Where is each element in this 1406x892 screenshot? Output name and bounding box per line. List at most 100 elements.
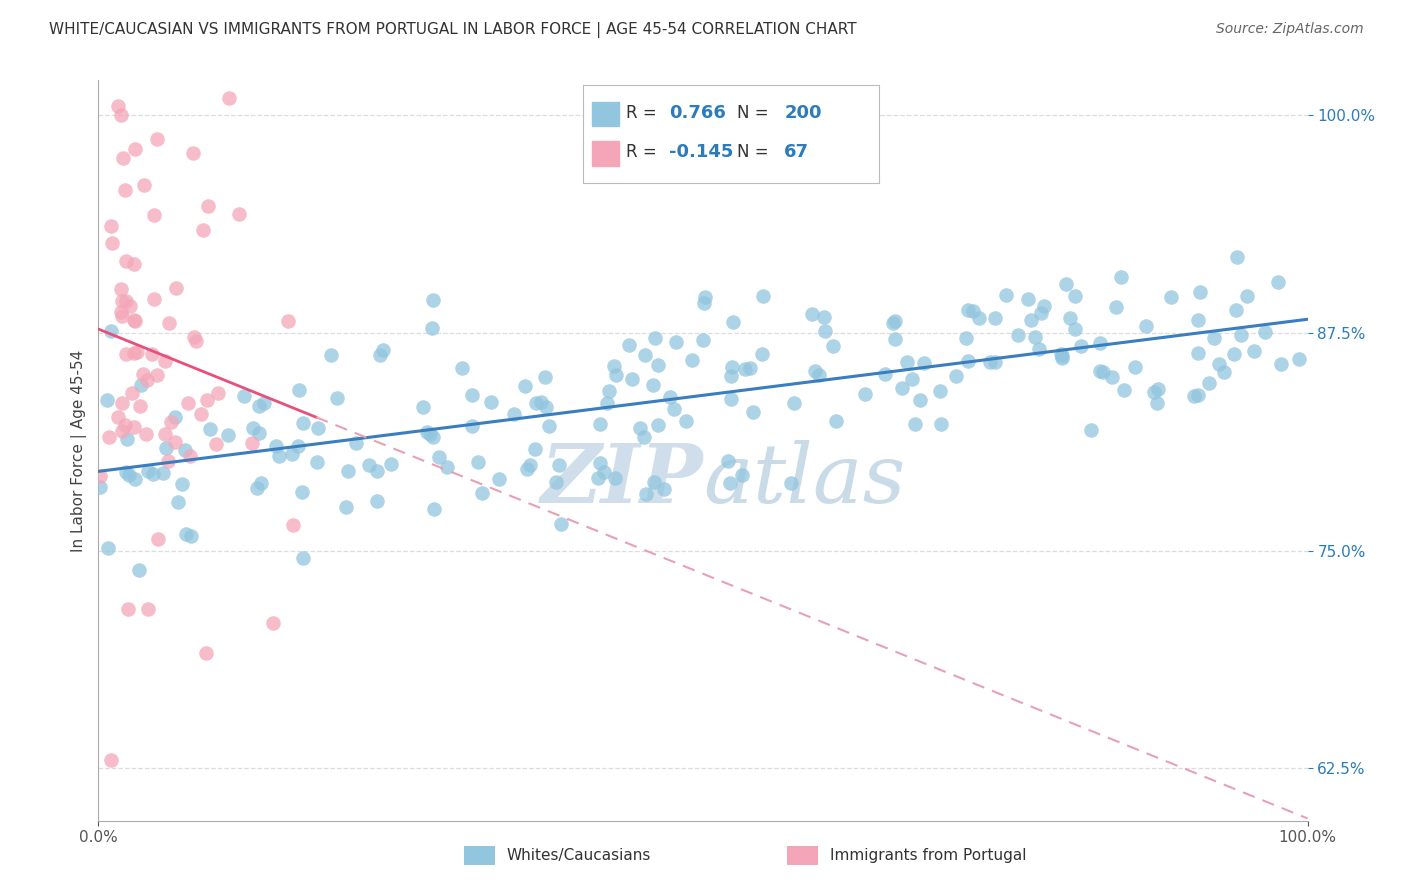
Point <box>1114 383 1136 397</box>
Point <box>1080 423 1102 437</box>
Point <box>804 364 827 378</box>
Point <box>884 314 907 328</box>
Point <box>1142 384 1164 399</box>
Point <box>523 442 546 457</box>
Point <box>1188 285 1211 299</box>
Point <box>101 235 124 250</box>
Point <box>136 464 159 478</box>
Point <box>884 332 907 346</box>
Point <box>502 407 524 421</box>
Point <box>824 414 846 428</box>
Point <box>205 436 228 450</box>
Point <box>1184 389 1206 403</box>
Point <box>153 353 176 368</box>
Point <box>983 310 1005 325</box>
Point <box>97 541 120 556</box>
Point <box>1288 351 1310 366</box>
Point <box>436 459 458 474</box>
Point <box>253 396 276 410</box>
Point <box>461 419 484 434</box>
Point <box>1254 325 1277 339</box>
Point <box>779 475 801 490</box>
Point <box>152 467 174 481</box>
Point <box>228 207 250 221</box>
Point <box>174 527 197 541</box>
Point <box>1213 365 1236 379</box>
Point <box>461 388 484 402</box>
Point <box>1054 277 1077 291</box>
Point <box>366 493 388 508</box>
Point <box>595 396 617 410</box>
Point <box>957 302 980 317</box>
Point <box>516 461 538 475</box>
Point <box>118 299 141 313</box>
Point <box>100 324 122 338</box>
Point <box>1202 330 1225 344</box>
Point <box>115 347 138 361</box>
Point <box>1123 359 1146 374</box>
Point <box>1208 357 1230 371</box>
Point <box>107 99 129 113</box>
Point <box>335 500 357 514</box>
Point <box>994 288 1017 302</box>
Point <box>1091 365 1114 379</box>
Point <box>195 393 218 408</box>
Point <box>416 425 439 440</box>
Point <box>1050 351 1073 366</box>
Text: N =: N = <box>737 104 769 122</box>
Point <box>366 464 388 478</box>
Point <box>589 456 612 470</box>
Point <box>242 421 264 435</box>
Point <box>155 442 177 456</box>
Point <box>420 321 443 335</box>
Point <box>693 296 716 310</box>
Point <box>117 467 139 482</box>
Point <box>142 292 165 306</box>
Point <box>1236 289 1258 303</box>
Point <box>912 356 935 370</box>
Point <box>751 347 773 361</box>
Point <box>184 334 207 348</box>
Point <box>146 368 169 382</box>
Point <box>896 354 918 368</box>
Point <box>233 389 256 403</box>
Point <box>891 382 914 396</box>
Point <box>127 344 149 359</box>
Point <box>412 400 434 414</box>
Point <box>647 358 669 372</box>
Point <box>548 458 571 472</box>
Point <box>198 422 221 436</box>
Point <box>427 450 450 465</box>
Point <box>159 415 181 429</box>
Point <box>124 257 146 271</box>
Point <box>305 454 328 468</box>
Point <box>534 369 557 384</box>
Point <box>165 409 187 424</box>
Point <box>269 449 291 463</box>
Point <box>148 532 170 546</box>
Point <box>467 455 489 469</box>
Point <box>217 428 239 442</box>
Point <box>321 348 343 362</box>
Point <box>247 399 270 413</box>
Bar <box>592 102 619 127</box>
Point <box>111 293 134 308</box>
Text: atlas: atlas <box>703 440 905 520</box>
Point <box>1109 270 1132 285</box>
Point <box>111 310 134 324</box>
Point <box>605 368 627 382</box>
Point <box>122 346 145 360</box>
Point <box>471 485 494 500</box>
Point <box>115 465 138 479</box>
Point <box>141 347 163 361</box>
Point <box>1050 347 1073 361</box>
Point <box>1017 292 1039 306</box>
Point <box>537 419 560 434</box>
Text: N =: N = <box>737 144 769 161</box>
Point <box>141 467 163 481</box>
Point <box>1105 300 1128 314</box>
Point <box>128 564 150 578</box>
Point <box>1267 275 1289 289</box>
Point <box>603 471 626 485</box>
Point <box>734 362 756 376</box>
